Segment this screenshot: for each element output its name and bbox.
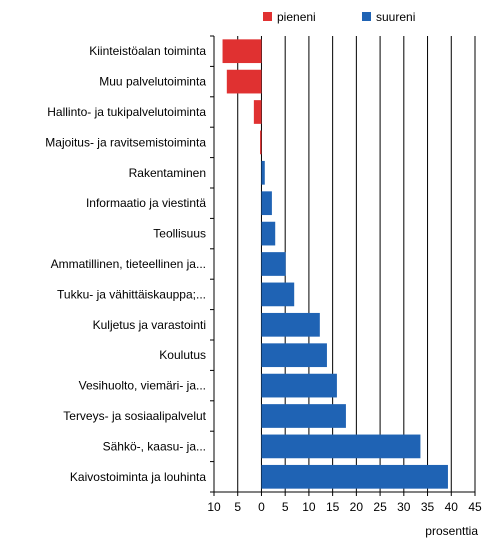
- x-tick-labels: 10 5 0 5 10 15 20 25 30 35 40 45: [207, 500, 482, 514]
- bar: [261, 434, 421, 459]
- category-label: Koulutus: [159, 348, 206, 362]
- legend: pieneni suureni: [263, 10, 415, 24]
- category-labels: Kiinteistöalan toiminta Muu palvelutoimin…: [45, 44, 206, 484]
- x-tick-label: 0: [258, 500, 265, 514]
- bar: [261, 343, 327, 368]
- category-label: Sähkö-, kaasu- ja...: [103, 439, 206, 453]
- legend-swatch: [263, 12, 272, 21]
- x-axis-label: prosenttia: [425, 524, 478, 538]
- bar: [261, 464, 448, 489]
- bar: [261, 160, 265, 185]
- category-label: Kuljetus ja varastointi: [93, 318, 206, 332]
- x-tick-label: 20: [350, 500, 364, 514]
- category-label: Majoitus- ja ravitsemistoiminta: [45, 135, 206, 149]
- axes: [210, 35, 476, 496]
- category-label: Tukku- ja vähittäiskauppa;...: [57, 287, 206, 301]
- category-label: Muu palvelutoiminta: [99, 75, 206, 89]
- category-label: Kiinteistöalan toiminta: [89, 44, 206, 58]
- bar: [260, 130, 262, 155]
- bar: [261, 404, 346, 428]
- category-label: Vesihuolto, viemäri- ja...: [79, 379, 206, 393]
- bar: [261, 221, 276, 246]
- bar: [253, 100, 262, 124]
- bar: [261, 282, 295, 307]
- bars: [222, 39, 448, 489]
- bar: [261, 191, 272, 216]
- grid: [213, 36, 476, 492]
- x-tick-label: 5: [282, 500, 289, 514]
- category-label: Terveys- ja sosiaalipalvelut: [63, 409, 206, 423]
- x-tick-label: 10: [207, 500, 221, 514]
- x-tick-label: 45: [468, 500, 482, 514]
- category-label: Rakentaminen: [129, 166, 206, 180]
- bar: [226, 69, 262, 94]
- legend-label: suureni: [376, 10, 415, 24]
- x-tick-label: 5: [234, 500, 241, 514]
- x-tick-label: 10: [302, 500, 316, 514]
- legend-label: pieneni: [277, 10, 316, 24]
- x-tick-label: 15: [326, 500, 340, 514]
- bar: [261, 252, 286, 276]
- legend-swatch: [362, 12, 371, 21]
- x-tick-label: 25: [373, 500, 387, 514]
- bar: [222, 39, 262, 64]
- category-label: Teollisuus: [153, 227, 206, 241]
- category-label: Hallinto- ja tukipalvelutoiminta: [47, 105, 206, 119]
- category-label: Kaivostoiminta ja louhinta: [70, 470, 206, 484]
- category-label: Informaatio ja viestintä: [86, 196, 206, 210]
- category-label: Ammatillinen, tieteellinen ja...: [51, 257, 206, 271]
- x-tick-label: 30: [397, 500, 411, 514]
- x-tick-label: 35: [421, 500, 435, 514]
- x-tick-label: 40: [445, 500, 459, 514]
- bar: [261, 312, 320, 337]
- bar: [261, 373, 337, 398]
